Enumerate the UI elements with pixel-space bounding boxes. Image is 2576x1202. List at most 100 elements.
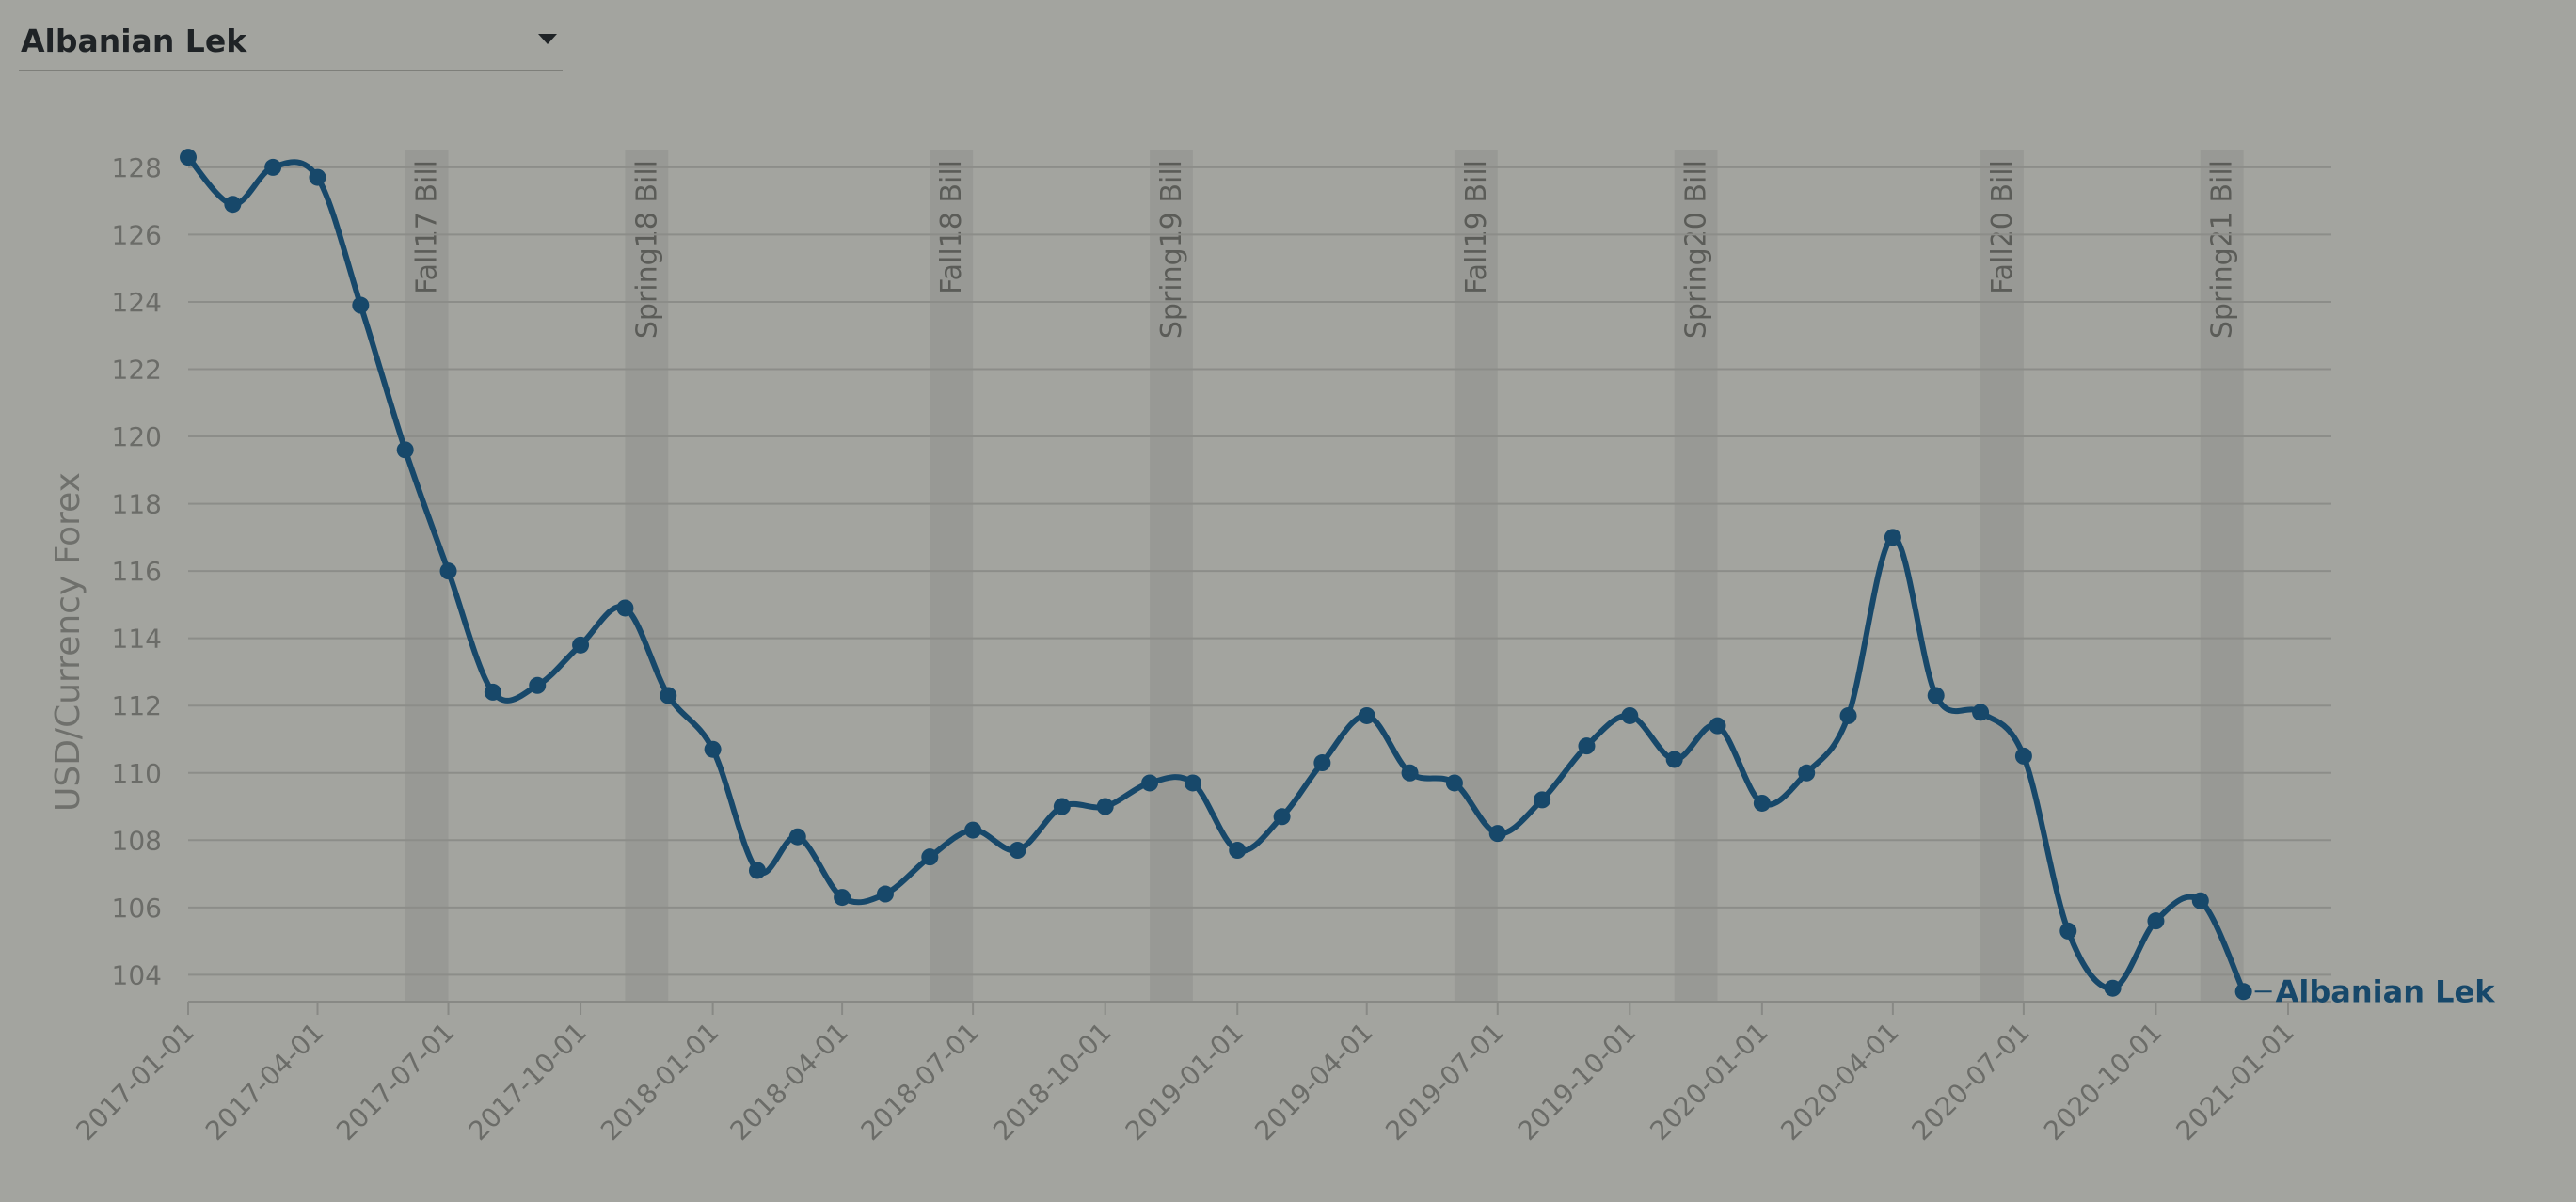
data-point — [1229, 842, 1247, 860]
y-tick-label: 124 — [112, 287, 162, 318]
x-tick-label: 2020-04-01 — [1774, 1017, 1904, 1147]
y-tick-label: 122 — [112, 355, 162, 386]
currency-selector[interactable]: Albanian Lek — [19, 13, 563, 71]
data-point — [484, 683, 501, 701]
data-point — [1972, 704, 1990, 721]
data-point — [876, 885, 894, 903]
x-tick-label: 2019-01-01 — [1120, 1017, 1249, 1147]
y-tick-label: 110 — [112, 758, 162, 789]
data-point — [572, 636, 590, 654]
axes: 2017-01-01 2017-04-01 2017-07-01 2017-10-01… — [71, 1001, 2331, 1147]
data-point — [788, 828, 806, 846]
series-end-label: Albanian Lek — [2276, 973, 2496, 1009]
x-tick-label: 2017-01-01 — [71, 1017, 200, 1147]
y-tick-label: 128 — [112, 152, 162, 183]
bill-band — [1980, 150, 2024, 1002]
bill-band — [1674, 150, 1718, 1002]
data-point — [309, 168, 326, 186]
series-line — [185, 155, 2247, 993]
y-tick-label: 126 — [112, 219, 162, 250]
series-layer: Albanian Lek — [180, 149, 2495, 1009]
bill-band — [2200, 150, 2244, 1002]
data-point — [616, 599, 634, 617]
x-tick-label: 2018-07-01 — [855, 1017, 985, 1147]
data-point — [264, 158, 282, 176]
data-point — [180, 149, 197, 166]
data-point — [834, 889, 851, 907]
data-point — [1401, 764, 1419, 782]
data-point — [1534, 791, 1551, 809]
data-point — [1009, 842, 1026, 860]
x-tick-label: 2017-04-01 — [199, 1017, 329, 1147]
bill-band-label: Fall18 Bill — [935, 160, 968, 294]
y-tick-label: 120 — [112, 421, 162, 452]
x-tick-label: 2018-01-01 — [595, 1017, 724, 1147]
bill-band — [1454, 150, 1498, 1002]
y-axis-title: USD/Currency Forex — [49, 472, 87, 812]
data-point — [529, 676, 547, 694]
x-tick-label: 2018-10-01 — [987, 1017, 1117, 1147]
data-point — [1141, 774, 1159, 792]
data-point — [1273, 808, 1291, 826]
data-point — [1445, 774, 1463, 792]
data-point — [1884, 529, 1901, 546]
data-point — [2014, 747, 2032, 765]
data-point — [396, 441, 414, 459]
caret-down-icon[interactable] — [538, 34, 557, 44]
data-point — [704, 740, 722, 758]
y-tick-label: 116 — [112, 556, 162, 587]
y-tick-label: 112 — [112, 690, 162, 721]
data-point — [1665, 751, 1683, 768]
data-point — [921, 848, 939, 866]
currency-selector-value: Albanian Lek — [21, 23, 247, 59]
x-tick-label: 2020-10-01 — [2038, 1017, 2168, 1147]
data-point — [1798, 764, 1816, 782]
data-point — [964, 821, 982, 839]
data-point — [2147, 912, 2165, 930]
bill-band-label: Fall17 Bill — [411, 160, 444, 294]
bill-band-label: Spring21 Bill — [2206, 160, 2239, 339]
x-tick-label: 2017-07-01 — [330, 1017, 460, 1147]
x-tick-label: 2019-07-01 — [1379, 1017, 1509, 1147]
data-point — [2234, 983, 2252, 1001]
data-point — [1096, 798, 1114, 815]
bill-band-label: Spring20 Bill — [1680, 160, 1713, 339]
data-point — [439, 562, 457, 580]
bill-band-label: Fall19 Bill — [1460, 160, 1493, 294]
data-point — [2104, 979, 2122, 997]
data-point — [748, 862, 766, 879]
data-point — [1927, 687, 1945, 704]
data-point — [1709, 717, 1726, 735]
bill-band — [405, 150, 449, 1002]
data-point — [1839, 706, 1857, 724]
y-tick-label: 106 — [112, 893, 162, 924]
data-point — [1621, 706, 1639, 724]
data-point — [1753, 794, 1771, 812]
data-point — [1488, 825, 1506, 843]
y-tick-label: 108 — [112, 825, 162, 856]
bill-band-label: Fall20 Bill — [1986, 160, 2019, 294]
data-point — [1053, 798, 1071, 815]
data-point — [224, 196, 242, 214]
bill-bands: Fall17 Bill Spring18 Bill Fall18 Bill Sprin… — [405, 150, 2244, 1002]
bill-band — [625, 150, 669, 1002]
x-tick-label: 2020-01-01 — [1644, 1017, 1773, 1147]
data-point — [2191, 892, 2209, 909]
bill-band-label: Spring18 Bill — [630, 160, 663, 339]
bill-band — [1150, 150, 1193, 1002]
x-tick-label: 2019-10-01 — [1512, 1017, 1642, 1147]
data-point — [1184, 774, 1201, 792]
data-point — [1313, 754, 1331, 772]
x-tick-label: 2018-04-01 — [724, 1017, 854, 1147]
gridlines: 104 106 108 110 112 114 116 118 120 122 124 126 128 — [112, 152, 2331, 990]
x-tick-label: 2019-04-01 — [1248, 1017, 1378, 1147]
bill-band-label: Spring19 Bill — [1155, 160, 1188, 339]
x-tick-label: 2020-07-01 — [1905, 1017, 2035, 1147]
data-point — [660, 687, 677, 704]
data-point — [352, 296, 370, 314]
y-tick-label: 104 — [112, 959, 162, 990]
x-tick-label: 2021-01-01 — [2171, 1017, 2300, 1147]
data-point — [2059, 922, 2077, 940]
x-tick-label: 2017-10-01 — [463, 1017, 593, 1147]
